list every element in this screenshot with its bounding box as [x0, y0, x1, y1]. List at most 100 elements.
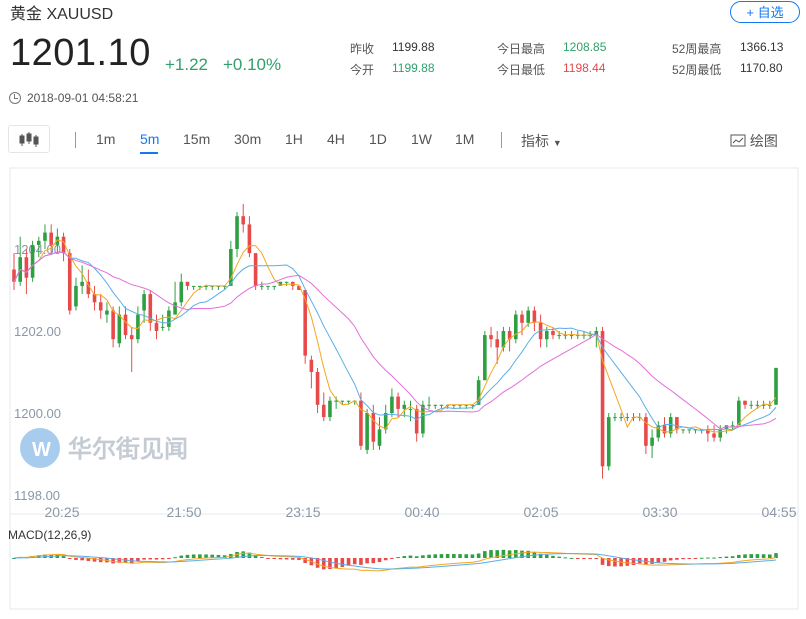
macd-bar: [551, 555, 555, 558]
indicator-dropdown[interactable]: 指标 ▼: [521, 131, 562, 151]
candle-body: [476, 380, 481, 405]
add-watchlist-button[interactable]: + 自选: [730, 1, 800, 23]
candlestick-type-button[interactable]: [8, 125, 50, 153]
candle-body: [117, 314, 122, 344]
tab-1D[interactable]: 1D: [369, 131, 387, 147]
indicator-label: 指标: [521, 133, 549, 149]
tab-1W[interactable]: 1W: [411, 131, 432, 147]
tab-1M[interactable]: 1M: [455, 131, 475, 147]
stat-label: 52周最高: [672, 42, 722, 56]
candle-body: [303, 290, 307, 356]
macd-bar: [600, 558, 605, 565]
tab-1m[interactable]: 1m: [96, 131, 116, 147]
candle-body: [334, 400, 338, 402]
candle-body: [365, 413, 369, 450]
caret-down-icon: ▼: [552, 138, 562, 148]
macd-bar: [278, 558, 283, 560]
macd-bar: [712, 557, 716, 559]
candle-body: [544, 331, 549, 340]
macd-bar: [167, 558, 171, 559]
candle-body: [309, 359, 314, 372]
candle-body: [98, 302, 103, 311]
candle-body: [12, 269, 16, 282]
watermark-logo-letter: W: [32, 439, 51, 461]
macd-bar: [452, 554, 456, 558]
candle-body: [514, 314, 518, 340]
tab-4H[interactable]: 4H: [327, 131, 345, 147]
candle-body: [755, 404, 760, 406]
candle-body: [136, 314, 140, 340]
macd-bar: [768, 554, 772, 558]
tab-15m[interactable]: 15m: [183, 131, 211, 147]
macd-bar: [439, 554, 444, 558]
stat-value: 1208.85: [563, 40, 607, 54]
candle-body: [656, 425, 661, 438]
candle-body: [49, 232, 53, 245]
candle-body: [160, 326, 165, 328]
macd-bar: [377, 558, 382, 563]
macd-bar: [340, 558, 345, 567]
ma5-line: [13, 239, 777, 433]
chart-frame: [9, 167, 799, 610]
macd-bar: [613, 558, 617, 567]
macd-bar: [464, 554, 469, 558]
candle-body: [402, 404, 407, 409]
y-tick-label: 1204.00: [14, 242, 61, 257]
macd-bar: [557, 556, 561, 558]
macd-bar: [80, 558, 84, 561]
macd-bar: [650, 558, 654, 564]
candle-body: [272, 285, 276, 287]
candle-body: [142, 294, 146, 311]
clock-icon: [9, 92, 21, 104]
macd-bar: [383, 558, 388, 561]
macd-bar: [136, 558, 140, 562]
last-price: 1201.10: [10, 32, 151, 74]
candle-body: [433, 404, 438, 406]
y-tick-label: 1198.00: [14, 488, 60, 503]
macd-bar: [668, 558, 673, 561]
candle-body: [743, 400, 747, 405]
active-tab-underline: [140, 152, 158, 154]
draw-label: 绘图: [749, 133, 778, 149]
macd-bar: [253, 555, 258, 558]
macd-bar: [421, 555, 425, 558]
tab-5m[interactable]: 5m: [140, 131, 160, 147]
candle-body: [24, 257, 29, 278]
candle-body: [774, 367, 778, 405]
tab-30m[interactable]: 30m: [234, 131, 262, 147]
price-chart[interactable]: W 华尔街见闻 1198.00 1200.00 1202.00 1204.00 20:25 2…: [0, 160, 806, 619]
candle-body: [148, 294, 153, 323]
macd-bar: [594, 558, 599, 559]
macd-bar: [588, 558, 592, 559]
macd-bar: [235, 551, 239, 558]
stat-label: 今日最低: [497, 63, 546, 77]
macd-bar: [222, 555, 227, 558]
macd-bar: [730, 556, 735, 558]
stat-label: 昨收: [350, 42, 375, 56]
macd-bar: [749, 554, 754, 558]
macd-bar: [179, 555, 184, 558]
macd-bar: [266, 558, 270, 559]
candle-body: [86, 281, 91, 295]
candle-body: [501, 331, 506, 348]
macd-bar: [693, 558, 698, 559]
macd-bar: [154, 558, 159, 560]
candle-body: [613, 417, 617, 419]
tab-1H[interactable]: 1H: [285, 131, 303, 147]
macd-bar: [724, 556, 729, 558]
x-tick-label: 21:50: [166, 504, 201, 520]
watermark-logo-icon: [20, 428, 60, 468]
draw-button[interactable]: 绘图: [730, 131, 778, 151]
candle-body: [43, 232, 47, 241]
macd-bar: [755, 554, 760, 558]
candle-body: [321, 404, 326, 418]
candle-body: [749, 404, 754, 406]
candle-body: [74, 285, 78, 307]
macd-bar: [489, 550, 493, 558]
candle-body: [569, 335, 574, 337]
stat-value: 1198.44: [563, 61, 606, 75]
candle-body: [111, 310, 115, 340]
y-tick-label: 1200.00: [14, 406, 61, 421]
candle-body: [396, 396, 400, 409]
macd-bar: [173, 557, 177, 559]
